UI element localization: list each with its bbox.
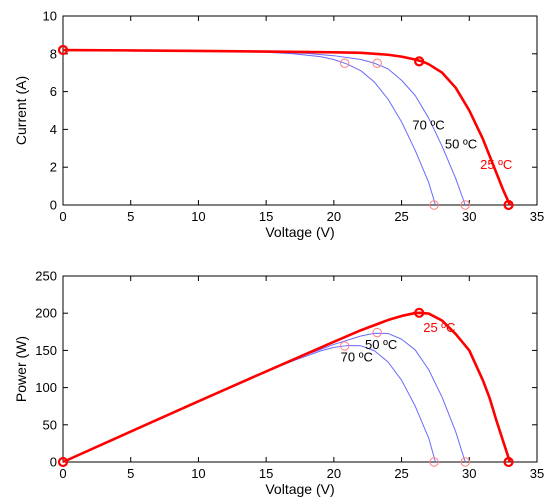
pv-y-tick-label: 250	[35, 269, 57, 284]
pv-y-tick-label: 50	[43, 417, 57, 432]
iv-series-marker	[429, 200, 439, 210]
pv-x-tick-label: 5	[127, 466, 134, 481]
pv-x-tick-label: 30	[462, 466, 476, 481]
pv-y-tick-label: 200	[35, 306, 57, 321]
iv-x-tick-label: 5	[127, 209, 134, 224]
iv-annotation: 25 ºC	[480, 157, 512, 172]
pv-y-tick-label: 100	[35, 380, 57, 395]
pv-series-marker	[414, 307, 425, 318]
pv-x-tick-label: 0	[59, 466, 66, 481]
iv-chart: 0 5 10 15 20 25 30 35 0 2 4 6 8 10 Voltage (V) Current …	[13, 9, 544, 241]
pv-y-tick-label: 0	[50, 455, 57, 470]
iv-series-line	[62, 48, 512, 206]
pv-series-marker	[503, 456, 514, 468]
iv-x-axis-label: Voltage (V)	[265, 224, 334, 240]
pv-series-marker	[57, 456, 69, 468]
iv-series-line	[62, 49, 436, 206]
pv-series-line	[62, 311, 512, 464]
pv-annotation: 25 ºC	[423, 320, 455, 335]
iv-y-tick-label: 4	[50, 122, 57, 137]
iv-series-marker	[414, 56, 425, 67]
iv-series-marker	[339, 58, 350, 68]
iv-series-marker	[57, 44, 69, 56]
iv-y-tick-label: 10	[43, 9, 57, 24]
pv-series-marker	[429, 457, 439, 467]
pv-x-axis-label: Voltage (V)	[265, 481, 334, 497]
iv-series-marker	[503, 199, 514, 211]
iv-x-tick-label: 10	[191, 209, 205, 224]
pv-axes-box	[62, 275, 538, 463]
pv-series-marker	[339, 341, 350, 351]
iv-y-tick-label: 2	[50, 160, 57, 175]
pv-annotation: 50 ºC	[365, 337, 397, 352]
iv-x-tick-label: 30	[462, 209, 476, 224]
iv-series-line	[62, 49, 466, 206]
pv-series-marker	[372, 327, 382, 338]
pv-series-marker	[460, 457, 470, 467]
iv-x-tick-label: 0	[59, 209, 66, 224]
iv-x-tick-label: 35	[530, 209, 544, 224]
pv-y-axis-label: Power (W)	[13, 336, 29, 402]
iv-series-marker	[372, 58, 382, 68]
pv-series-line	[62, 332, 466, 463]
iv-axes-box	[62, 15, 538, 206]
pv-annotation: 70 ºC	[341, 350, 373, 365]
iv-x-tick-label: 25	[394, 209, 408, 224]
pv-x-tick-label: 25	[394, 466, 408, 481]
iv-annotation: 50 ºC	[445, 136, 477, 151]
pv-x-tick-label: 15	[259, 466, 273, 481]
pv-y-tick-label: 150	[35, 343, 57, 358]
pv-x-tick-label: 35	[530, 466, 544, 481]
pv-series-line	[62, 345, 436, 463]
iv-y-tick-label: 8	[50, 46, 57, 61]
iv-y-axis-label: Current (A)	[13, 76, 29, 145]
iv-x-tick-label: 15	[259, 209, 273, 224]
pv-x-tick-label: 10	[191, 466, 205, 481]
iv-y-tick-label: 0	[50, 198, 57, 213]
iv-x-tick-label: 20	[327, 209, 341, 224]
iv-y-tick-label: 6	[50, 84, 57, 99]
pv-x-tick-label: 20	[327, 466, 341, 481]
pv-chart: 0 5 10 15 20 25 30 35 0 50 100 150 200 250 Voltage (V)…	[13, 269, 544, 498]
iv-annotation: 70 ºC	[412, 117, 444, 132]
iv-series-marker	[460, 200, 470, 210]
